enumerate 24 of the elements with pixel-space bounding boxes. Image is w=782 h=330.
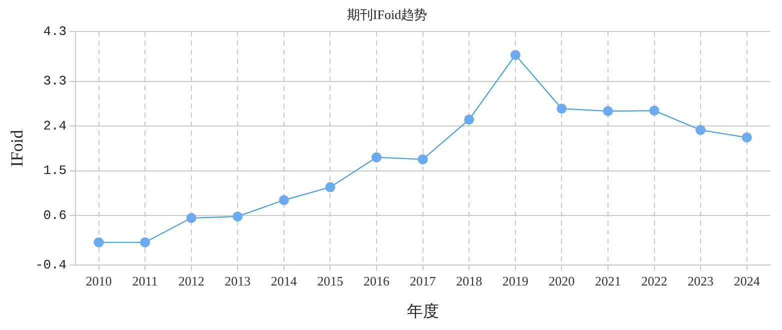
y-tick-label: 3.3 [43,74,67,89]
y-tick-label: 4.3 [43,24,67,40]
x-tick-label: 2011 [132,273,158,288]
x-tick-label: 2018 [456,273,482,288]
y-tick-label: 0.6 [43,208,67,223]
x-tick-label: 2016 [364,273,390,288]
x-tick-label: 2020 [548,273,575,288]
x-tick-label: 2024 [734,273,760,288]
y-tick-label: 1.5 [43,163,67,178]
x-tick-label: 2015 [317,273,344,288]
x-tick-label: 2017 [410,273,436,288]
chart-title: 期刊IFoid趋势 [346,7,428,22]
y-tick-label: -0.4 [35,258,67,273]
x-tick-label: 2014 [270,273,298,288]
x-tick-label: 2022 [641,273,668,288]
y-tick-label: 2.4 [43,118,67,134]
x-tick-label: 2023 [688,273,714,288]
x-tick-label: 2010 [86,273,112,288]
x-tick-label: 2013 [224,273,251,288]
x-tick-label: 2019 [502,273,528,288]
y-axis-title: IFoid [8,129,27,167]
x-tick-label: 2021 [594,273,621,288]
x-tick-label: 2012 [178,273,204,288]
x-axis-title: 年度 [406,302,439,321]
